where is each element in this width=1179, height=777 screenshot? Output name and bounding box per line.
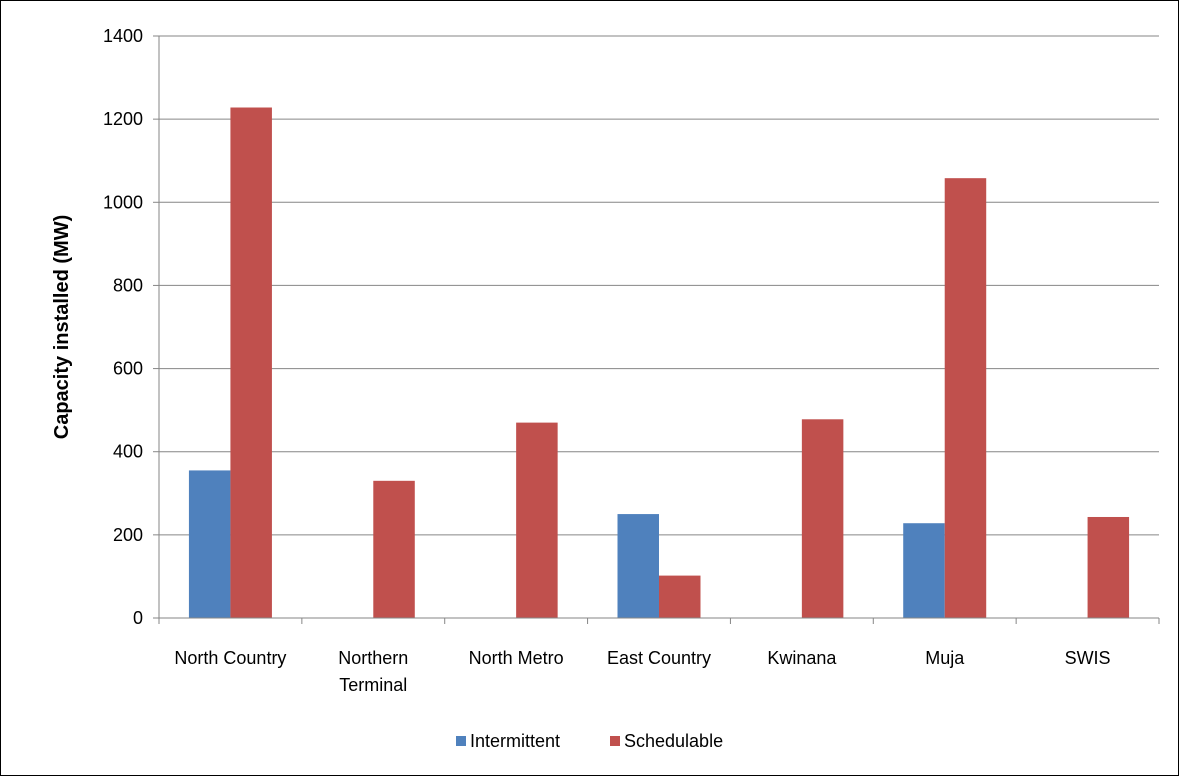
y-tick-label: 800 xyxy=(113,275,143,295)
x-category-label: Kwinana xyxy=(767,648,837,668)
axes xyxy=(158,36,1160,624)
legend: Intermittent Schedulable xyxy=(456,731,723,751)
y-tick-label: 200 xyxy=(113,525,143,545)
bar-schedulable-4 xyxy=(801,419,844,618)
x-category-label: SWIS xyxy=(1065,648,1111,668)
bar-intermittent-0 xyxy=(188,470,231,618)
y-tick-label: 400 xyxy=(113,442,143,462)
y-tick-label: 1400 xyxy=(103,26,143,46)
legend-label: Schedulable xyxy=(624,731,723,751)
y-tick-label: 1200 xyxy=(103,109,143,129)
bars xyxy=(188,107,1130,618)
bar-schedulable-3 xyxy=(659,575,701,618)
y-tick-label: 1000 xyxy=(103,192,143,212)
y-tick-label: 600 xyxy=(113,359,143,379)
x-category-label: Northern xyxy=(338,648,408,668)
bar-intermittent-3 xyxy=(617,514,659,618)
bar-intermittent-5 xyxy=(903,523,945,618)
x-category-label: North Metro xyxy=(469,648,564,668)
bar-schedulable-6 xyxy=(1087,516,1130,618)
bar-schedulable-1 xyxy=(373,480,415,618)
x-category-label: North Country xyxy=(174,648,286,668)
y-tick-label: 0 xyxy=(133,608,143,628)
x-category-labels: North Country Northern Terminal North Metro… xyxy=(174,648,1110,695)
x-category-label: Terminal xyxy=(339,675,407,695)
y-tick-labels: 0 200 400 600 800 1000 1200 1400 xyxy=(103,26,143,628)
bar-schedulable-2 xyxy=(516,422,558,618)
y-axis-title: Capacity installed (MW) xyxy=(51,215,73,439)
legend-swatch-intermittent xyxy=(456,736,466,746)
bar-schedulable-5 xyxy=(944,178,987,618)
x-category-label: East Country xyxy=(607,648,711,668)
gridlines xyxy=(153,35,1159,619)
legend-label: Intermittent xyxy=(470,731,560,751)
x-category-label: Muja xyxy=(925,648,965,668)
legend-swatch-schedulable xyxy=(610,736,620,746)
bar-schedulable-0 xyxy=(230,107,272,618)
